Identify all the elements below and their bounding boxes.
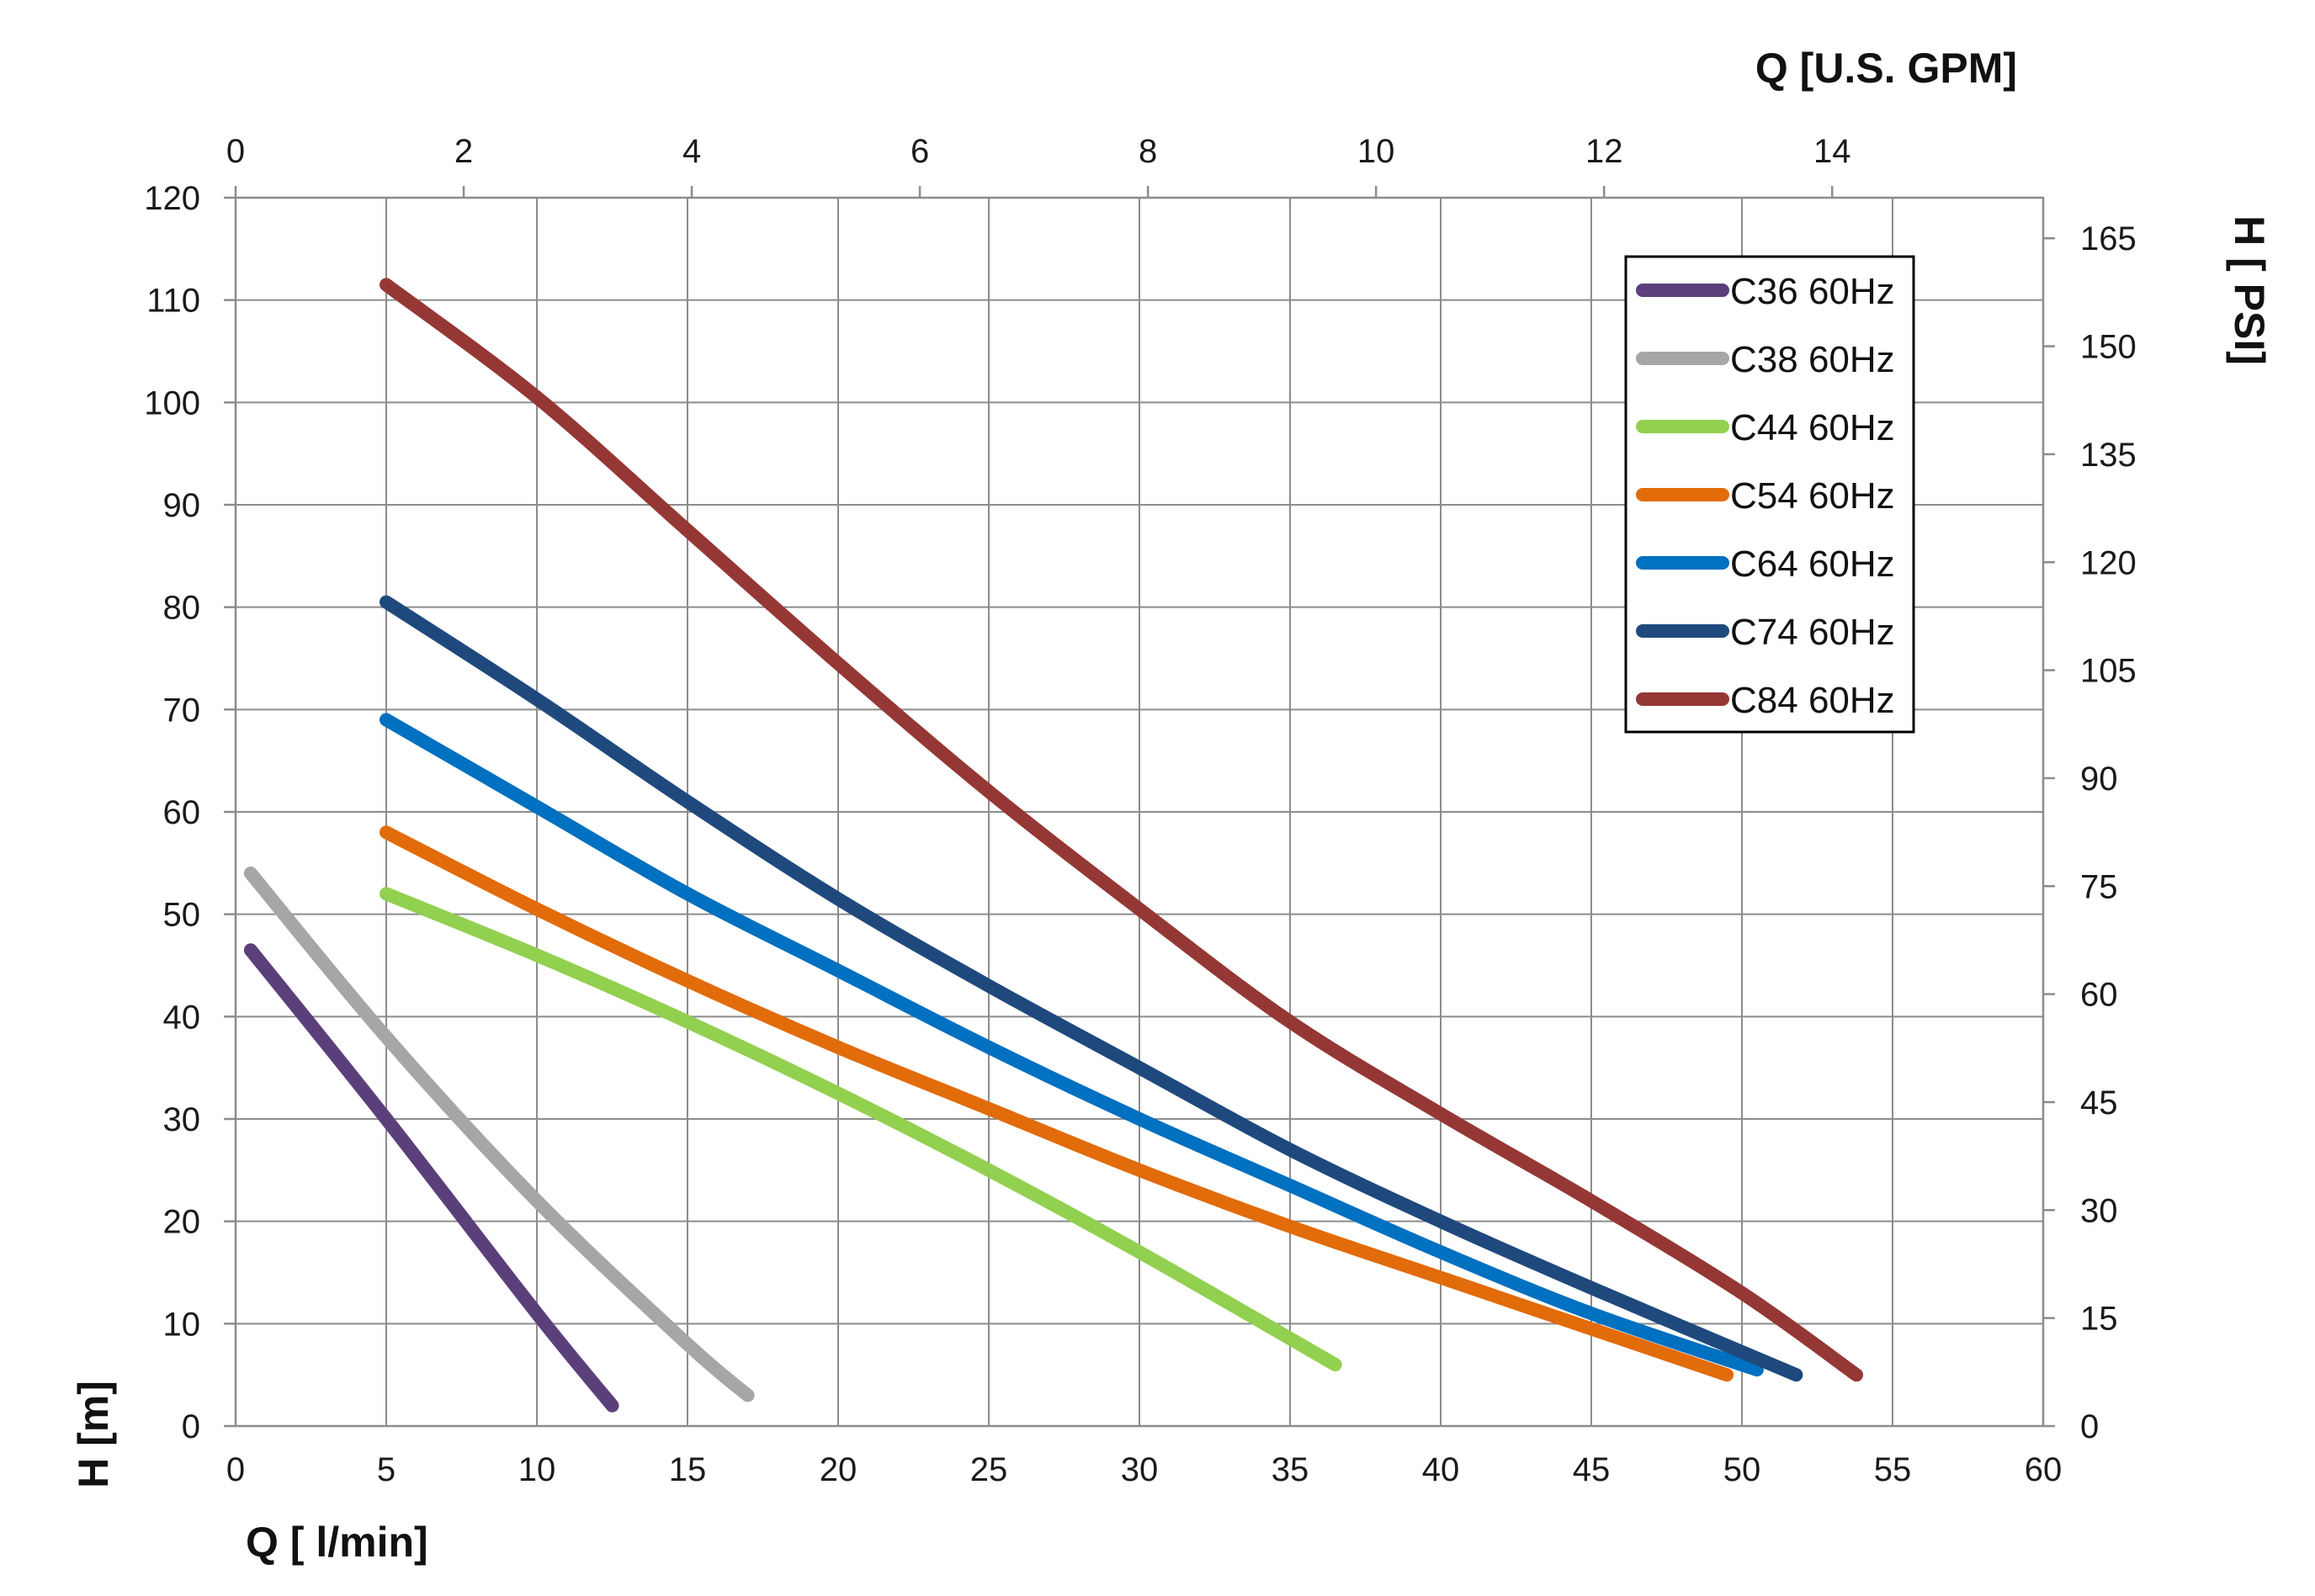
x2-tick-label: 8 xyxy=(1139,133,1157,170)
x2-tick-label: 6 xyxy=(911,133,929,170)
x2-tick-label: 2 xyxy=(454,133,473,170)
y-tick-label: 100 xyxy=(144,384,200,422)
series-line-c36-60hz xyxy=(243,943,619,1413)
y-tick-label: 60 xyxy=(163,794,201,831)
legend-label-c36-60hz: C36 60Hz xyxy=(1730,271,1895,312)
x-tick-label: 0 xyxy=(226,1451,245,1488)
y2-tick-label: 60 xyxy=(2080,977,2118,1014)
y-tick-label: 10 xyxy=(163,1306,201,1343)
y-tick-label: 80 xyxy=(163,590,201,627)
series-line-c44-60hz xyxy=(380,887,1342,1371)
y2-tick-label: 15 xyxy=(2080,1301,2118,1338)
x2-tick-label: 12 xyxy=(1585,133,1623,170)
series-line-c84-60hz xyxy=(380,278,1864,1382)
series-lines xyxy=(243,278,1864,1413)
series-line-c64-60hz xyxy=(380,713,1764,1377)
y2-tick-label: 120 xyxy=(2080,544,2137,581)
legend-label-c38-60hz: C38 60Hz xyxy=(1730,339,1895,380)
series-line-c38-60hz xyxy=(243,867,755,1402)
series-line-c74-60hz xyxy=(380,595,1803,1382)
y2-tick-label: 165 xyxy=(2080,220,2137,257)
y2-tick-label: 105 xyxy=(2080,653,2137,690)
x-tick-label: 40 xyxy=(1422,1451,1460,1488)
y-tick-label: 90 xyxy=(163,487,201,524)
x-tick-label: 20 xyxy=(820,1451,858,1488)
y2-tick-label: 75 xyxy=(2080,868,2118,905)
y2-tick-label: 135 xyxy=(2080,437,2137,474)
x2-tick-label: 0 xyxy=(226,133,245,170)
x2-axis-title: Q [U.S. GPM] xyxy=(1755,45,2017,92)
y-tick-label: 50 xyxy=(163,897,201,934)
y-tick-label: 70 xyxy=(163,692,201,729)
x2-tick-label: 14 xyxy=(1813,133,1851,170)
x-tick-label: 55 xyxy=(1874,1451,1912,1488)
x-tick-label: 45 xyxy=(1573,1451,1611,1488)
x2-tick-label: 10 xyxy=(1357,133,1395,170)
y2-tick-label: 0 xyxy=(2080,1408,2099,1445)
x-tick-label: 60 xyxy=(2025,1451,2063,1488)
x-tick-label: 25 xyxy=(970,1451,1008,1488)
x-tick-label: 5 xyxy=(377,1451,396,1488)
x-tick-label: 15 xyxy=(669,1451,707,1488)
y-tick-label: 30 xyxy=(163,1101,201,1138)
x-tick-label: 35 xyxy=(1272,1451,1309,1488)
x-axis-title: Q [ l/min] xyxy=(246,1519,428,1566)
axis-ticks: 0 5 10 15 20 25 30 35 40 45 50 55 600102030405060708… xyxy=(144,133,2137,1488)
y-tick-label: 110 xyxy=(146,283,200,320)
y2-tick-label: 45 xyxy=(2080,1084,2118,1121)
legend-label-c74-60hz: C74 60Hz xyxy=(1730,612,1895,653)
y2-tick-label: 30 xyxy=(2080,1192,2118,1229)
series-line-c54-60hz xyxy=(380,825,1734,1382)
legend-label-c54-60hz: C54 60Hz xyxy=(1730,475,1895,517)
legend-label-c84-60hz: C84 60Hz xyxy=(1730,680,1895,721)
y2-tick-label: 150 xyxy=(2080,329,2137,366)
legend-label-c64-60hz: C64 60Hz xyxy=(1730,543,1895,585)
y-tick-label: 120 xyxy=(144,180,200,217)
legend-label-c44-60hz: C44 60Hz xyxy=(1730,407,1895,448)
x-tick-label: 30 xyxy=(1121,1451,1159,1488)
y-tick-label: 40 xyxy=(163,999,201,1036)
legend: C36 60Hz C38 60Hz C44 60Hz C54 60Hz C64 60Hz… xyxy=(1624,255,1915,734)
y-tick-label: 0 xyxy=(182,1408,200,1445)
y-axis-title: H [m] xyxy=(70,1381,117,1488)
x-tick-label: 10 xyxy=(518,1451,556,1488)
x-tick-label: 50 xyxy=(1723,1451,1761,1488)
y2-tick-label: 90 xyxy=(2080,761,2118,798)
y2-axis-title: H [ PSI] xyxy=(2226,215,2273,365)
y-tick-label: 20 xyxy=(163,1204,201,1241)
x2-tick-label: 4 xyxy=(682,133,701,170)
